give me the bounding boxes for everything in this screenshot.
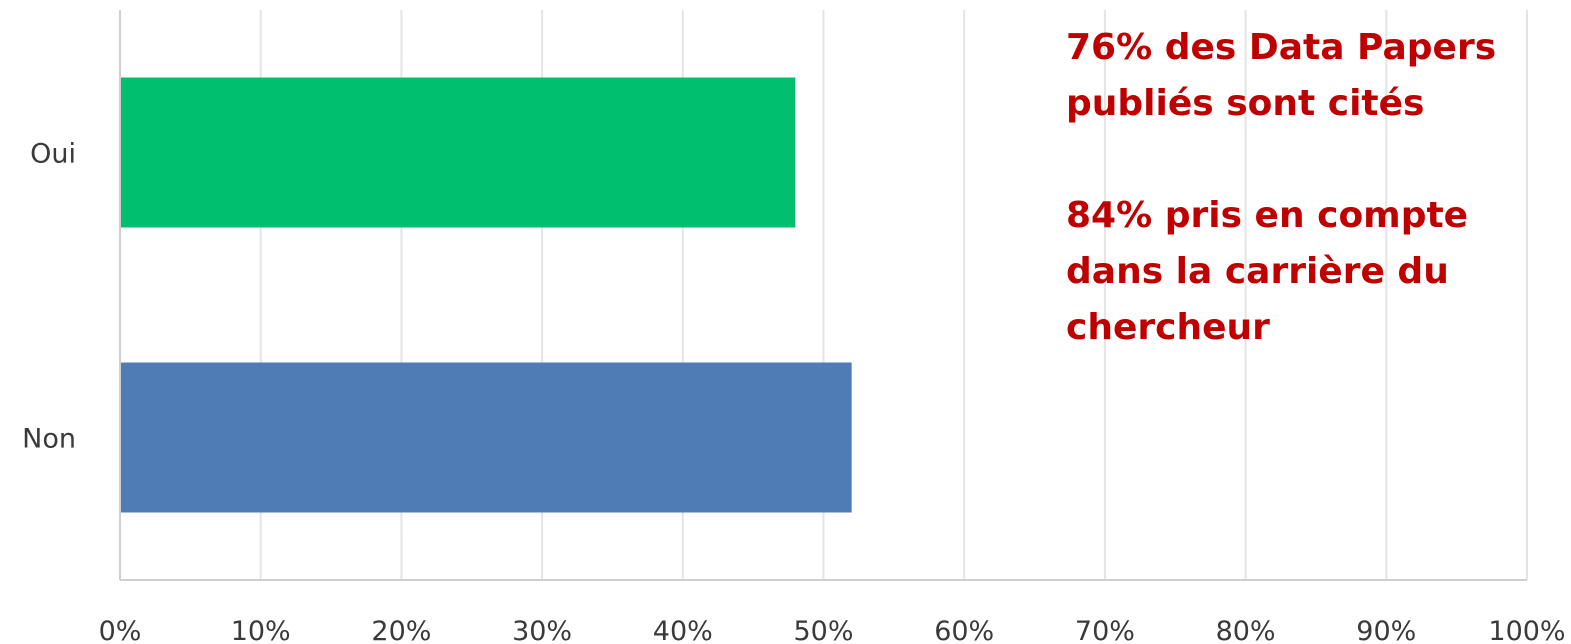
annotation-line-2: publiés sont cités bbox=[1066, 83, 1425, 124]
bars bbox=[121, 77, 852, 513]
x-tick-label: 30% bbox=[512, 616, 572, 644]
annotation-line-5: chercheur bbox=[1066, 307, 1270, 348]
x-tick-label: 10% bbox=[231, 616, 291, 644]
x-tick-label: 100% bbox=[1488, 616, 1565, 644]
x-tick-label: 60% bbox=[934, 616, 994, 644]
annotation-line-4: dans la carrière du bbox=[1066, 251, 1449, 292]
x-tick-labels: 0% 10% 20% 30% 40% 50% 60% 70% 80% 90% 100% bbox=[99, 616, 1566, 644]
annotation-box: 76% des Data Papers publiés sont cités 8… bbox=[1066, 20, 1546, 356]
category-labels: Oui Non bbox=[22, 139, 76, 455]
x-tick-label: 40% bbox=[653, 616, 713, 644]
x-tick-label: 0% bbox=[99, 616, 142, 644]
bar-non bbox=[121, 362, 852, 513]
x-tick-label: 20% bbox=[371, 616, 431, 644]
annotation-line-1: 76% des Data Papers bbox=[1066, 27, 1497, 68]
x-tick-label: 50% bbox=[793, 616, 853, 644]
x-tick-label: 80% bbox=[1216, 616, 1276, 644]
category-label-non: Non bbox=[22, 424, 76, 455]
category-label-oui: Oui bbox=[30, 139, 76, 170]
annotation-line-3: 84% pris en compte bbox=[1066, 195, 1469, 236]
bar-oui bbox=[121, 77, 796, 228]
x-tick-label: 90% bbox=[1356, 616, 1416, 644]
x-tick-label: 70% bbox=[1075, 616, 1135, 644]
